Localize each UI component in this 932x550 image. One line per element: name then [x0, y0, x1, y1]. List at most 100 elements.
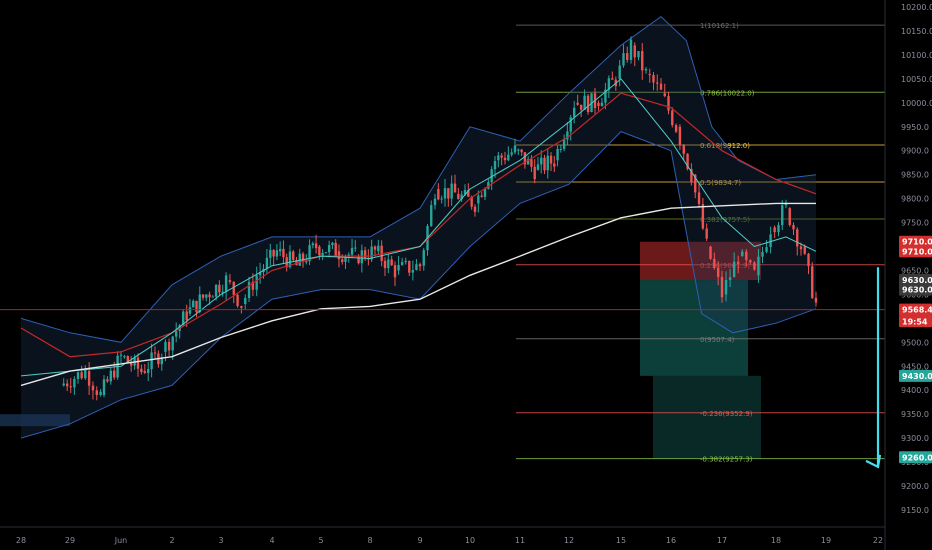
- candle-body: [119, 354, 123, 356]
- candle-body: [415, 264, 418, 270]
- candle-body: [334, 242, 337, 257]
- candle-body: [295, 259, 298, 266]
- candle-body: [327, 245, 331, 253]
- candle-body: [321, 252, 324, 256]
- candle-body: [411, 269, 415, 273]
- demand-zone: [0, 414, 70, 427]
- candle-body: [796, 229, 799, 247]
- candle-body: [549, 155, 553, 164]
- x-tick-label: 18: [771, 536, 781, 545]
- candle-body: [123, 356, 126, 358]
- candle-body: [218, 284, 221, 293]
- candle-body: [357, 256, 360, 264]
- candle-body: [331, 242, 334, 246]
- candle-body: [682, 145, 685, 154]
- candle-body: [182, 311, 185, 326]
- candle-body: [652, 74, 655, 83]
- x-tick-label: 28: [16, 536, 26, 545]
- y-tick-label: 9900.0: [901, 147, 929, 156]
- bollinger-lower: [20, 131, 817, 439]
- price-tag-label: 9710.0: [902, 247, 932, 256]
- candle-body: [102, 379, 106, 396]
- candle-body: [214, 284, 218, 297]
- candle-body: [694, 174, 697, 193]
- candle-body: [397, 264, 400, 271]
- fib-label: 0.618(9912.0): [700, 142, 750, 150]
- candle-body: [637, 51, 640, 58]
- candle-body: [383, 260, 387, 269]
- candle-body: [175, 330, 178, 337]
- candle-body: [701, 204, 705, 229]
- candle-body: [160, 357, 163, 365]
- price-tag-label: 9260.0: [902, 453, 932, 462]
- candle-body: [106, 379, 109, 382]
- candle-body: [523, 152, 527, 165]
- candle-body: [408, 260, 411, 273]
- candle-body: [354, 247, 357, 249]
- y-tick-label: 10000.0: [901, 99, 932, 108]
- candle-body: [761, 251, 764, 257]
- candle-body: [556, 148, 559, 161]
- candle-body: [208, 294, 211, 298]
- y-tick-label: 9800.0: [901, 195, 929, 204]
- candle-body: [282, 248, 285, 258]
- price-tag-label: 9430.0: [902, 372, 932, 381]
- price-tag-label: 19:54: [902, 317, 928, 326]
- price-tag: [899, 451, 932, 464]
- candle-body: [324, 252, 328, 254]
- candle-body: [109, 370, 112, 382]
- candle-body: [777, 225, 780, 233]
- candle-body: [573, 107, 576, 118]
- candle-body: [814, 297, 818, 303]
- candle-body: [781, 205, 784, 226]
- candle-body: [80, 372, 83, 379]
- ma-white-line: [20, 202, 816, 387]
- candle-body: [507, 154, 510, 161]
- x-tick-label: 10: [465, 536, 475, 545]
- ma-teal-line: [20, 78, 817, 377]
- forecast-arrowhead: [865, 454, 882, 469]
- candle-body: [769, 234, 772, 248]
- candle-body: [240, 306, 243, 308]
- candle-body: [477, 195, 480, 204]
- y-tick-label: 10150.0: [901, 27, 932, 36]
- candle-body: [201, 294, 205, 298]
- candle-body: [483, 188, 487, 197]
- candle-body: [713, 258, 716, 268]
- candle-body: [705, 228, 708, 239]
- candle-body: [211, 296, 215, 298]
- candle-body: [803, 246, 806, 254]
- candle-body: [467, 190, 470, 197]
- x-tick-label: 29: [65, 536, 75, 545]
- candle-body: [597, 102, 600, 107]
- candle-body: [583, 95, 586, 110]
- price-tag-label: 9630.0: [902, 286, 932, 295]
- take-profit-zone-extension: [653, 375, 761, 459]
- candle-body: [648, 74, 651, 76]
- y-tick-label: 9450.0: [901, 362, 929, 371]
- candle-body: [604, 89, 607, 103]
- candle-body: [433, 198, 437, 206]
- x-tick-label: Jun: [114, 536, 128, 545]
- candle-body: [728, 277, 732, 281]
- candle-body: [305, 261, 308, 263]
- candle-body: [745, 251, 748, 261]
- candle-body: [404, 260, 407, 263]
- candle-body: [732, 261, 736, 278]
- candle-body: [618, 65, 621, 79]
- candle-body: [95, 390, 98, 395]
- candle-body: [671, 110, 674, 126]
- candle-body: [513, 145, 517, 153]
- candle-body: [792, 224, 795, 230]
- candle-body: [341, 259, 344, 262]
- candle-body: [659, 83, 663, 90]
- candle-body: [788, 208, 791, 225]
- candle-body: [143, 371, 146, 373]
- fib-label: 0(9507.4): [700, 336, 735, 344]
- candle-body: [440, 198, 443, 200]
- candle-body: [192, 300, 195, 308]
- x-tick-label: 5: [318, 536, 323, 545]
- fib-label: 0.5(9834.7): [700, 179, 741, 187]
